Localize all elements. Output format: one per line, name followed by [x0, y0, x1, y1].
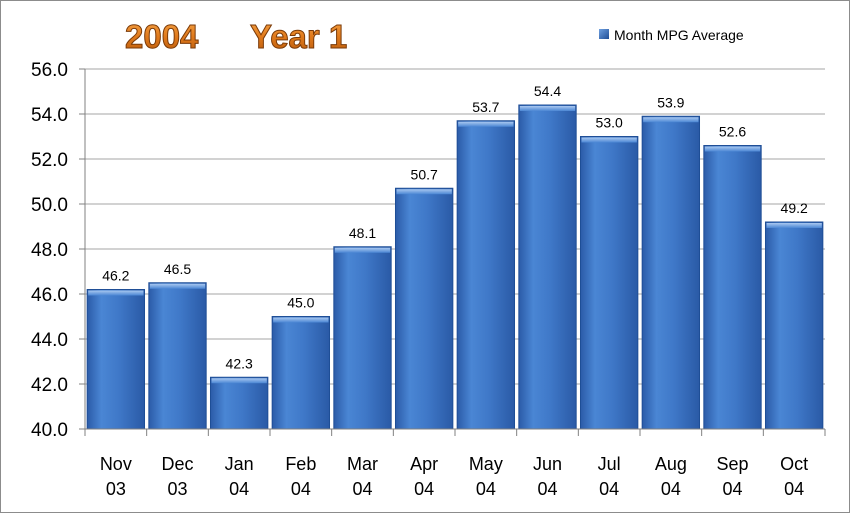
x-tick-label-year: 04: [229, 479, 249, 499]
legend: Month MPG Average: [599, 27, 744, 43]
x-tick-label-month: Jun: [533, 454, 562, 474]
x-tick-label-year: 04: [537, 479, 557, 499]
bar-highlight: [211, 378, 267, 384]
y-tick-label: 54.0: [31, 105, 68, 126]
data-label: 46.5: [164, 261, 191, 277]
x-tick-label-month: Dec: [161, 454, 193, 474]
x-tick-label-month: Nov: [100, 454, 132, 474]
data-label: 50.7: [411, 166, 438, 182]
bar: [641, 115, 701, 430]
x-tick-label-year: 04: [784, 479, 804, 499]
x-tick-label-month: Oct: [780, 454, 808, 474]
data-label: 46.2: [102, 268, 129, 284]
bar: [333, 246, 392, 430]
legend-swatch: [599, 29, 609, 39]
x-axis-tick-labels: Nov 03 Dec 03 Jan 04 Feb 04 Mar 04 Apr 04 May 04 Jun 04…: [100, 454, 808, 499]
bar-highlight: [519, 106, 576, 111]
bar: [764, 221, 824, 430]
x-tick-label-month: Aug: [655, 454, 687, 474]
y-tick-label: 48.0: [31, 240, 68, 261]
axes: [84, 69, 826, 436]
y-axis-tick-labels: 40.0 42.0 44.0 46.0 48.0 50.0 52.0 54.0 56.0: [31, 60, 68, 441]
y-tick-label: 46.0: [31, 285, 68, 306]
bar: [394, 187, 454, 430]
bar-highlight: [581, 137, 637, 143]
bar-highlight: [334, 247, 391, 253]
bar: [209, 376, 269, 430]
legend-label: Month MPG Average: [614, 27, 744, 43]
data-label: 52.6: [719, 124, 746, 140]
gridlines: [79, 68, 825, 430]
bar-highlight: [273, 317, 329, 323]
x-tick-label-year: 04: [291, 479, 311, 499]
x-tick-label-month: Sep: [716, 454, 748, 474]
x-tick-label-month: Jul: [598, 454, 621, 474]
bar-highlight: [396, 189, 452, 195]
y-tick-label: 44.0: [31, 330, 68, 351]
bar-highlight: [766, 223, 822, 228]
bar-highlight: [458, 121, 514, 127]
x-tick-label-month: May: [469, 454, 503, 474]
data-label: 53.0: [596, 115, 623, 131]
data-label: 48.1: [349, 225, 376, 241]
x-tick-label-month: Jan: [225, 454, 254, 474]
bar-highlight: [704, 146, 761, 152]
bar: [86, 289, 146, 430]
bar: [271, 316, 331, 430]
x-tick-label-year: 03: [167, 479, 187, 499]
chart-title-year: 2004: [125, 18, 199, 55]
x-tick-label-year: 04: [414, 479, 434, 499]
x-tick-label-year: 03: [106, 479, 126, 499]
bar: [456, 120, 516, 430]
y-tick-label: 56.0: [31, 60, 68, 81]
x-tick-label-year: 04: [722, 479, 742, 499]
data-label: 45.0: [287, 295, 314, 311]
x-tick-label-month: Feb: [285, 454, 316, 474]
data-labels: 46.2 46.5 42.3 45.0 48.1 50.7 53.7 54.4 53.0 53.9…: [102, 83, 808, 371]
data-label: 49.2: [781, 200, 808, 216]
bar-highlight: [88, 290, 144, 296]
x-tick-label-year: 04: [352, 479, 372, 499]
data-label: 53.7: [472, 99, 499, 115]
x-tick-label-year: 04: [661, 479, 681, 499]
bar-highlight: [149, 283, 206, 289]
chart-title-label: Year 1: [250, 18, 347, 55]
x-tick-label-month: Mar: [347, 454, 378, 474]
data-label: 54.4: [534, 83, 561, 99]
y-tick-label: 42.0: [31, 375, 68, 396]
data-label: 53.9: [657, 94, 684, 110]
x-tick-label-year: 04: [476, 479, 496, 499]
bar-highlight: [643, 117, 699, 123]
y-tick-label: 52.0: [31, 150, 68, 171]
bars: [86, 104, 824, 430]
x-tick-label-year: 04: [599, 479, 619, 499]
bar: [518, 104, 577, 430]
bar: [579, 136, 639, 430]
x-tick-label-month: Apr: [410, 454, 438, 474]
bar: [703, 145, 762, 430]
y-tick-label: 40.0: [31, 420, 68, 441]
y-tick-label: 50.0: [31, 195, 68, 216]
bar: [148, 282, 207, 430]
data-label: 42.3: [226, 355, 253, 371]
